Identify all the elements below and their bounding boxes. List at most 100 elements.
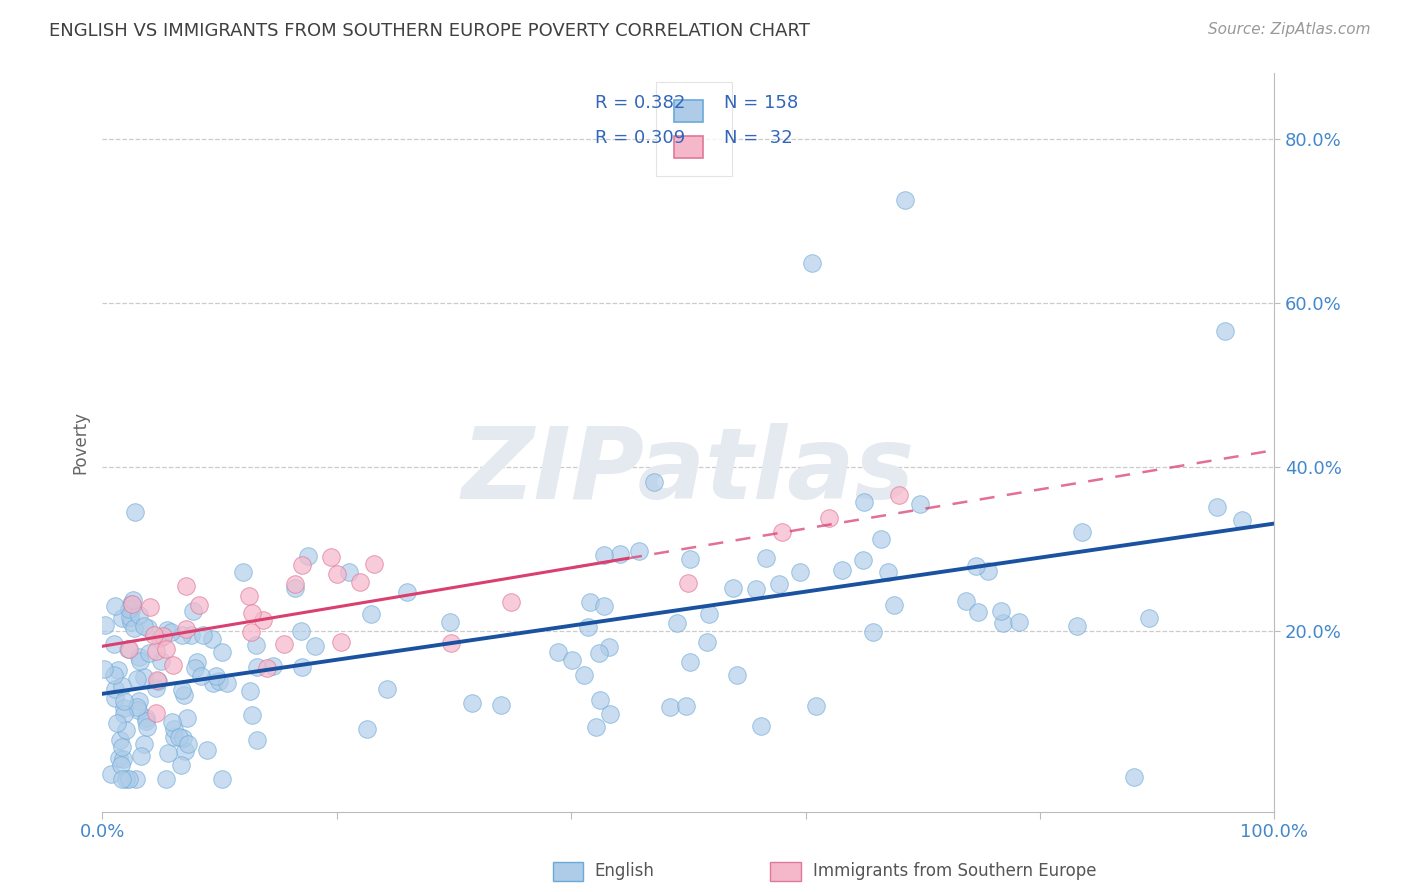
Point [1232, 513, 1254, 527]
Point [125, 672, 148, 686]
Point [138, 646, 160, 660]
Point [112, 707, 135, 722]
Point [170, 758, 193, 772]
Point [211, 645, 233, 659]
Point [501, 595, 523, 609]
Point [965, 558, 987, 573]
Point [894, 193, 917, 207]
Point [678, 576, 700, 591]
Point [304, 640, 326, 654]
Point [628, 544, 651, 558]
Point [177, 737, 200, 751]
Point [201, 632, 224, 646]
Point [115, 772, 138, 786]
Point [149, 654, 172, 668]
Point [572, 668, 595, 682]
Point [297, 549, 319, 564]
Point [128, 649, 150, 664]
Point [127, 700, 149, 714]
Point [136, 720, 159, 734]
Point [240, 708, 263, 723]
Point [132, 737, 155, 751]
Point [579, 594, 602, 608]
Point [110, 758, 132, 772]
Point [155, 772, 177, 786]
Point [589, 693, 612, 707]
Point [156, 623, 179, 637]
Point [252, 613, 274, 627]
Point [104, 682, 127, 697]
Point [238, 589, 260, 603]
Point [167, 730, 190, 744]
Point [207, 673, 229, 688]
Point [107, 751, 129, 765]
Point [184, 661, 207, 675]
Point [180, 628, 202, 642]
Point [697, 607, 720, 622]
Point [125, 772, 148, 786]
Point [592, 548, 614, 562]
Point [170, 682, 193, 697]
Point [262, 659, 284, 673]
Point [1205, 500, 1227, 514]
Point [103, 667, 125, 681]
Point [889, 488, 911, 502]
Point [155, 641, 177, 656]
Point [118, 772, 141, 786]
Legend: , : , [657, 82, 733, 176]
Point [187, 599, 209, 613]
Point [170, 628, 193, 642]
Point [977, 565, 1000, 579]
Point [290, 660, 312, 674]
Point [129, 749, 152, 764]
Point [990, 604, 1012, 618]
Point [204, 669, 226, 683]
Point [356, 723, 378, 737]
Text: ZIPatlas: ZIPatlas [463, 424, 915, 520]
Point [173, 744, 195, 758]
Point [1213, 325, 1236, 339]
Point [396, 585, 419, 599]
Text: English: English [595, 863, 655, 880]
Point [134, 670, 156, 684]
Point [174, 623, 197, 637]
Point [174, 579, 197, 593]
Point [967, 605, 990, 619]
Point [696, 635, 718, 649]
Point [117, 641, 139, 656]
Point [121, 592, 143, 607]
Text: N =  32: N = 32 [724, 129, 793, 147]
Point [94, 617, 117, 632]
Point [211, 772, 233, 786]
Point [246, 660, 269, 674]
Point [349, 574, 371, 589]
Point [162, 658, 184, 673]
Point [876, 565, 898, 579]
Point [108, 732, 131, 747]
Text: Immigrants from Southern Europe: Immigrants from Southern Europe [813, 863, 1097, 880]
Point [770, 525, 793, 540]
Point [284, 581, 307, 595]
Point [363, 557, 385, 571]
Point [745, 582, 768, 597]
Point [172, 731, 194, 745]
Point [202, 676, 225, 690]
Point [124, 505, 146, 519]
Point [1007, 615, 1029, 629]
Point [245, 638, 267, 652]
Point [128, 654, 150, 668]
Point [593, 599, 616, 613]
Point [163, 730, 186, 744]
Point [143, 628, 166, 642]
Point [115, 723, 138, 737]
Text: N = 158: N = 158 [724, 94, 797, 112]
Point [240, 606, 263, 620]
Point [658, 699, 681, 714]
Point [755, 551, 778, 566]
Point [576, 620, 599, 634]
Point [599, 706, 621, 721]
Point [862, 625, 884, 640]
Point [749, 718, 772, 732]
Point [461, 696, 484, 710]
Point [319, 550, 342, 565]
